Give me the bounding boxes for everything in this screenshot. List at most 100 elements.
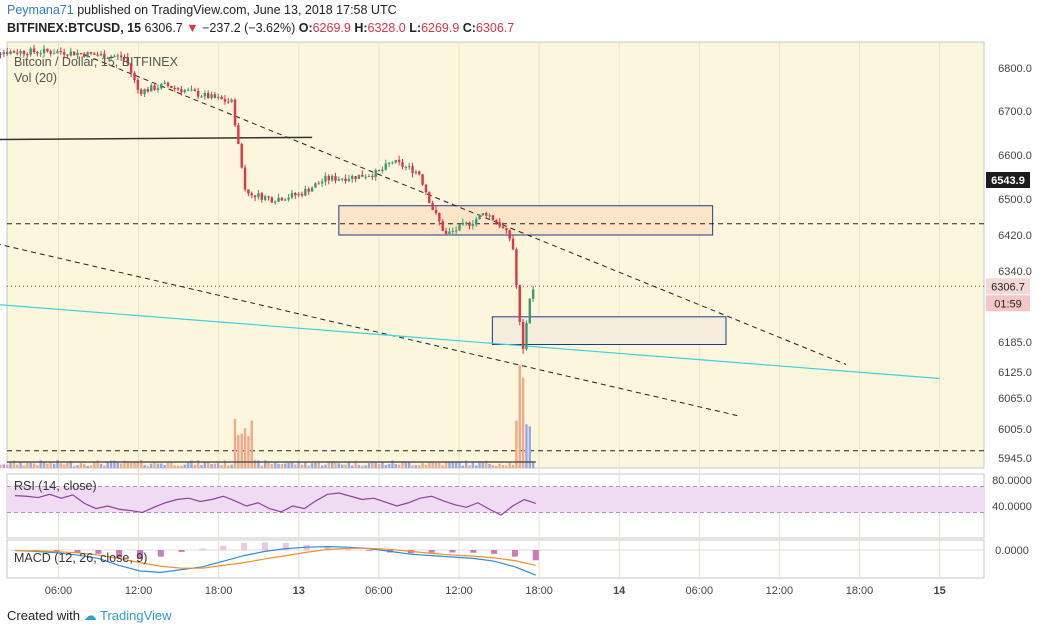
volume-bar — [109, 460, 113, 468]
macd-histogram-bar — [261, 542, 268, 551]
volume-bar — [22, 465, 26, 468]
candle-body — [106, 57, 109, 59]
candle-body — [93, 53, 96, 55]
candle-body — [280, 197, 284, 201]
candle-body — [140, 89, 143, 95]
volume-bar — [93, 461, 96, 468]
macd-histogram-bar — [12, 550, 18, 551]
volume-bar — [257, 460, 260, 468]
candle-body — [485, 213, 488, 216]
time-tick-label: 06:00 — [45, 585, 73, 597]
candle-body — [250, 193, 253, 196]
volume-bar — [200, 465, 203, 468]
volume-bar — [448, 462, 451, 468]
volume-bar — [528, 426, 531, 468]
trendline-cyan — [0, 304, 940, 380]
volume-bar — [19, 462, 22, 468]
volume-bar — [150, 463, 153, 468]
candle-body — [86, 52, 89, 57]
candle-body — [511, 238, 515, 250]
author-link[interactable]: Peymana71 — [7, 3, 74, 17]
volume-bar — [468, 465, 471, 468]
volume-bar — [250, 420, 253, 468]
candle-body — [351, 176, 354, 180]
open-value: 6269.9 — [312, 21, 351, 35]
volume-bar — [521, 377, 525, 468]
volume-bar — [69, 461, 73, 468]
volume-bar — [297, 460, 300, 468]
macd-histogram-bar — [199, 548, 206, 551]
candle-body — [73, 51, 76, 56]
macd-signal-line — [14, 547, 536, 569]
footer: Created with ☁ TradingView — [7, 608, 172, 624]
volume-bar — [397, 464, 401, 468]
volume-bar — [126, 461, 129, 468]
volume-bar — [26, 462, 29, 468]
publish-line: Peymana71 published on TradingView.com, … — [7, 3, 397, 17]
candle-body — [207, 92, 210, 99]
volume-bar — [274, 462, 277, 468]
candle-body — [153, 85, 156, 90]
volume-bar — [106, 462, 109, 468]
volume-bar — [284, 463, 287, 468]
candle-body — [46, 48, 49, 52]
volume-bar — [531, 461, 535, 468]
volume-bar — [387, 463, 391, 468]
volume-bar — [337, 463, 341, 468]
candle-body — [337, 179, 341, 181]
candle-body — [391, 162, 394, 164]
candle-body — [253, 195, 257, 198]
volume-bar — [481, 462, 485, 468]
candle-body — [2, 52, 6, 55]
volume-bar — [83, 464, 86, 468]
volume-bar — [190, 460, 193, 468]
candle-body — [498, 222, 501, 227]
candle-body — [471, 223, 475, 226]
macd-histogram-bar — [116, 550, 123, 558]
candle-body — [183, 90, 186, 93]
candle-body — [397, 159, 401, 163]
macd-line — [14, 546, 536, 576]
volume-bar — [146, 465, 150, 468]
volume-bar — [220, 465, 223, 468]
macd-histogram-bar — [532, 550, 539, 561]
volume-bar — [277, 463, 280, 468]
price-tick-label: 5945.0 — [998, 453, 1032, 465]
close-label: C: — [462, 21, 476, 35]
volume-bar — [233, 418, 237, 468]
volume-bar — [237, 435, 240, 468]
volume-bar — [320, 465, 324, 468]
volume-bar — [478, 461, 481, 468]
candle-body — [464, 222, 468, 224]
volume-bar — [475, 465, 478, 468]
macd-histogram-bar — [241, 543, 248, 551]
candle-body — [515, 249, 518, 286]
rsi-line — [14, 492, 536, 516]
tradingview-brand-link[interactable]: TradingView — [100, 608, 172, 623]
price-tick-label: 6700.0 — [998, 106, 1032, 118]
candle-body — [103, 53, 106, 59]
volume-bar — [12, 460, 16, 468]
volume-bar — [89, 465, 93, 468]
open-label: O: — [298, 21, 313, 35]
volume-bar — [290, 461, 294, 468]
marker-price-label-bg — [986, 172, 1030, 188]
candle-body — [341, 178, 344, 180]
volume-bar — [183, 464, 186, 468]
volume-bar — [381, 461, 384, 468]
volume-bar — [207, 461, 210, 468]
volume-bar — [444, 461, 448, 468]
macd-histogram-bar — [428, 550, 435, 553]
current-price-label-bg — [986, 278, 1030, 295]
macd-histogram-bar — [345, 548, 352, 551]
candle-body — [394, 159, 397, 163]
candle-body — [227, 101, 230, 103]
candle-body — [217, 96, 220, 98]
candle-body — [327, 175, 330, 181]
rsi-band — [7, 486, 984, 513]
volume-bar — [39, 460, 42, 468]
price-tick-label: 6800.0 — [998, 63, 1032, 75]
candle-body — [531, 289, 535, 299]
candle-body — [381, 169, 384, 172]
